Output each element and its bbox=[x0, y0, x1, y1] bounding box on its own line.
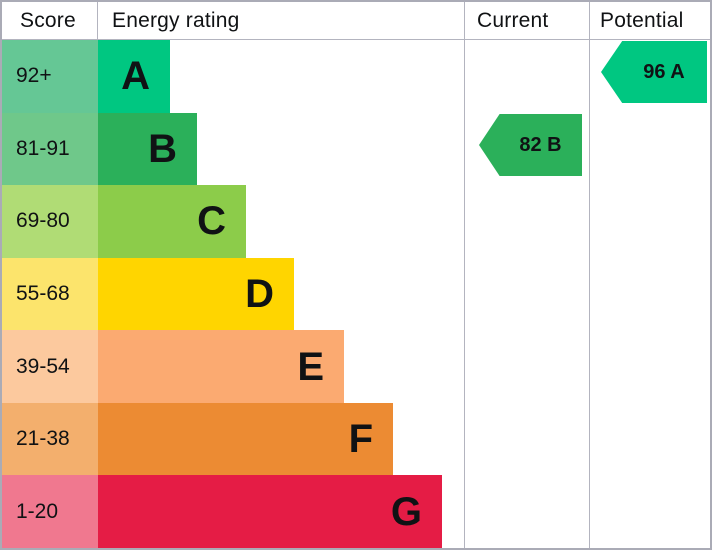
score-range-f: 21-38 bbox=[2, 402, 98, 476]
band-letter-c: C bbox=[197, 199, 226, 244]
band-bar-c: C bbox=[98, 185, 246, 258]
current-cell bbox=[465, 40, 590, 113]
potential-cell bbox=[590, 185, 710, 258]
header-energy-rating: Energy rating bbox=[98, 2, 465, 40]
header-current: Current bbox=[465, 2, 590, 40]
potential-cell bbox=[590, 475, 710, 548]
band-letter-d: D bbox=[245, 271, 274, 316]
current-cell bbox=[465, 257, 590, 331]
band-bar-f: F bbox=[98, 402, 393, 476]
potential-cell bbox=[590, 112, 710, 186]
score-range-d: 55-68 bbox=[2, 257, 98, 331]
band-letter-f: F bbox=[348, 417, 373, 462]
band-letter-a: A bbox=[121, 54, 150, 99]
score-range-e: 39-54 bbox=[2, 330, 98, 403]
rating-cell-g: G bbox=[98, 475, 465, 548]
current-cell bbox=[465, 185, 590, 258]
score-range-b: 81-91 bbox=[2, 112, 98, 186]
potential-cell bbox=[590, 402, 710, 476]
potential-cell bbox=[590, 330, 710, 403]
rating-cell-e: E bbox=[98, 330, 465, 403]
band-letter-g: G bbox=[390, 489, 422, 534]
band-bar-a: A bbox=[98, 40, 170, 113]
band-bar-d: D bbox=[98, 257, 294, 331]
band-bar-e: E bbox=[98, 330, 344, 403]
rating-cell-d: D bbox=[98, 257, 465, 331]
potential-rating-label: 96 A bbox=[643, 60, 685, 83]
current-rating-label: 82 B bbox=[519, 133, 562, 156]
current-cell bbox=[465, 330, 590, 403]
potential-cell bbox=[590, 257, 710, 331]
header-potential: Potential bbox=[590, 2, 710, 40]
header-score: Score bbox=[2, 2, 98, 40]
band-bar-b: B bbox=[98, 112, 197, 186]
score-range-g: 1-20 bbox=[2, 475, 98, 548]
current-rating-arrow: 82 B bbox=[479, 114, 582, 176]
potential-rating-arrow: 96 A bbox=[601, 41, 707, 103]
rating-cell-b: B bbox=[98, 112, 465, 186]
band-letter-b: B bbox=[148, 126, 177, 171]
band-bar-g: G bbox=[98, 475, 442, 548]
score-range-a: 92+ bbox=[2, 40, 98, 113]
rating-cell-a: A bbox=[98, 40, 465, 113]
rating-cell-f: F bbox=[98, 402, 465, 476]
rating-cell-c: C bbox=[98, 185, 465, 258]
score-range-c: 69-80 bbox=[2, 185, 98, 258]
current-cell bbox=[465, 402, 590, 476]
current-cell bbox=[465, 475, 590, 548]
band-letter-e: E bbox=[297, 344, 324, 389]
